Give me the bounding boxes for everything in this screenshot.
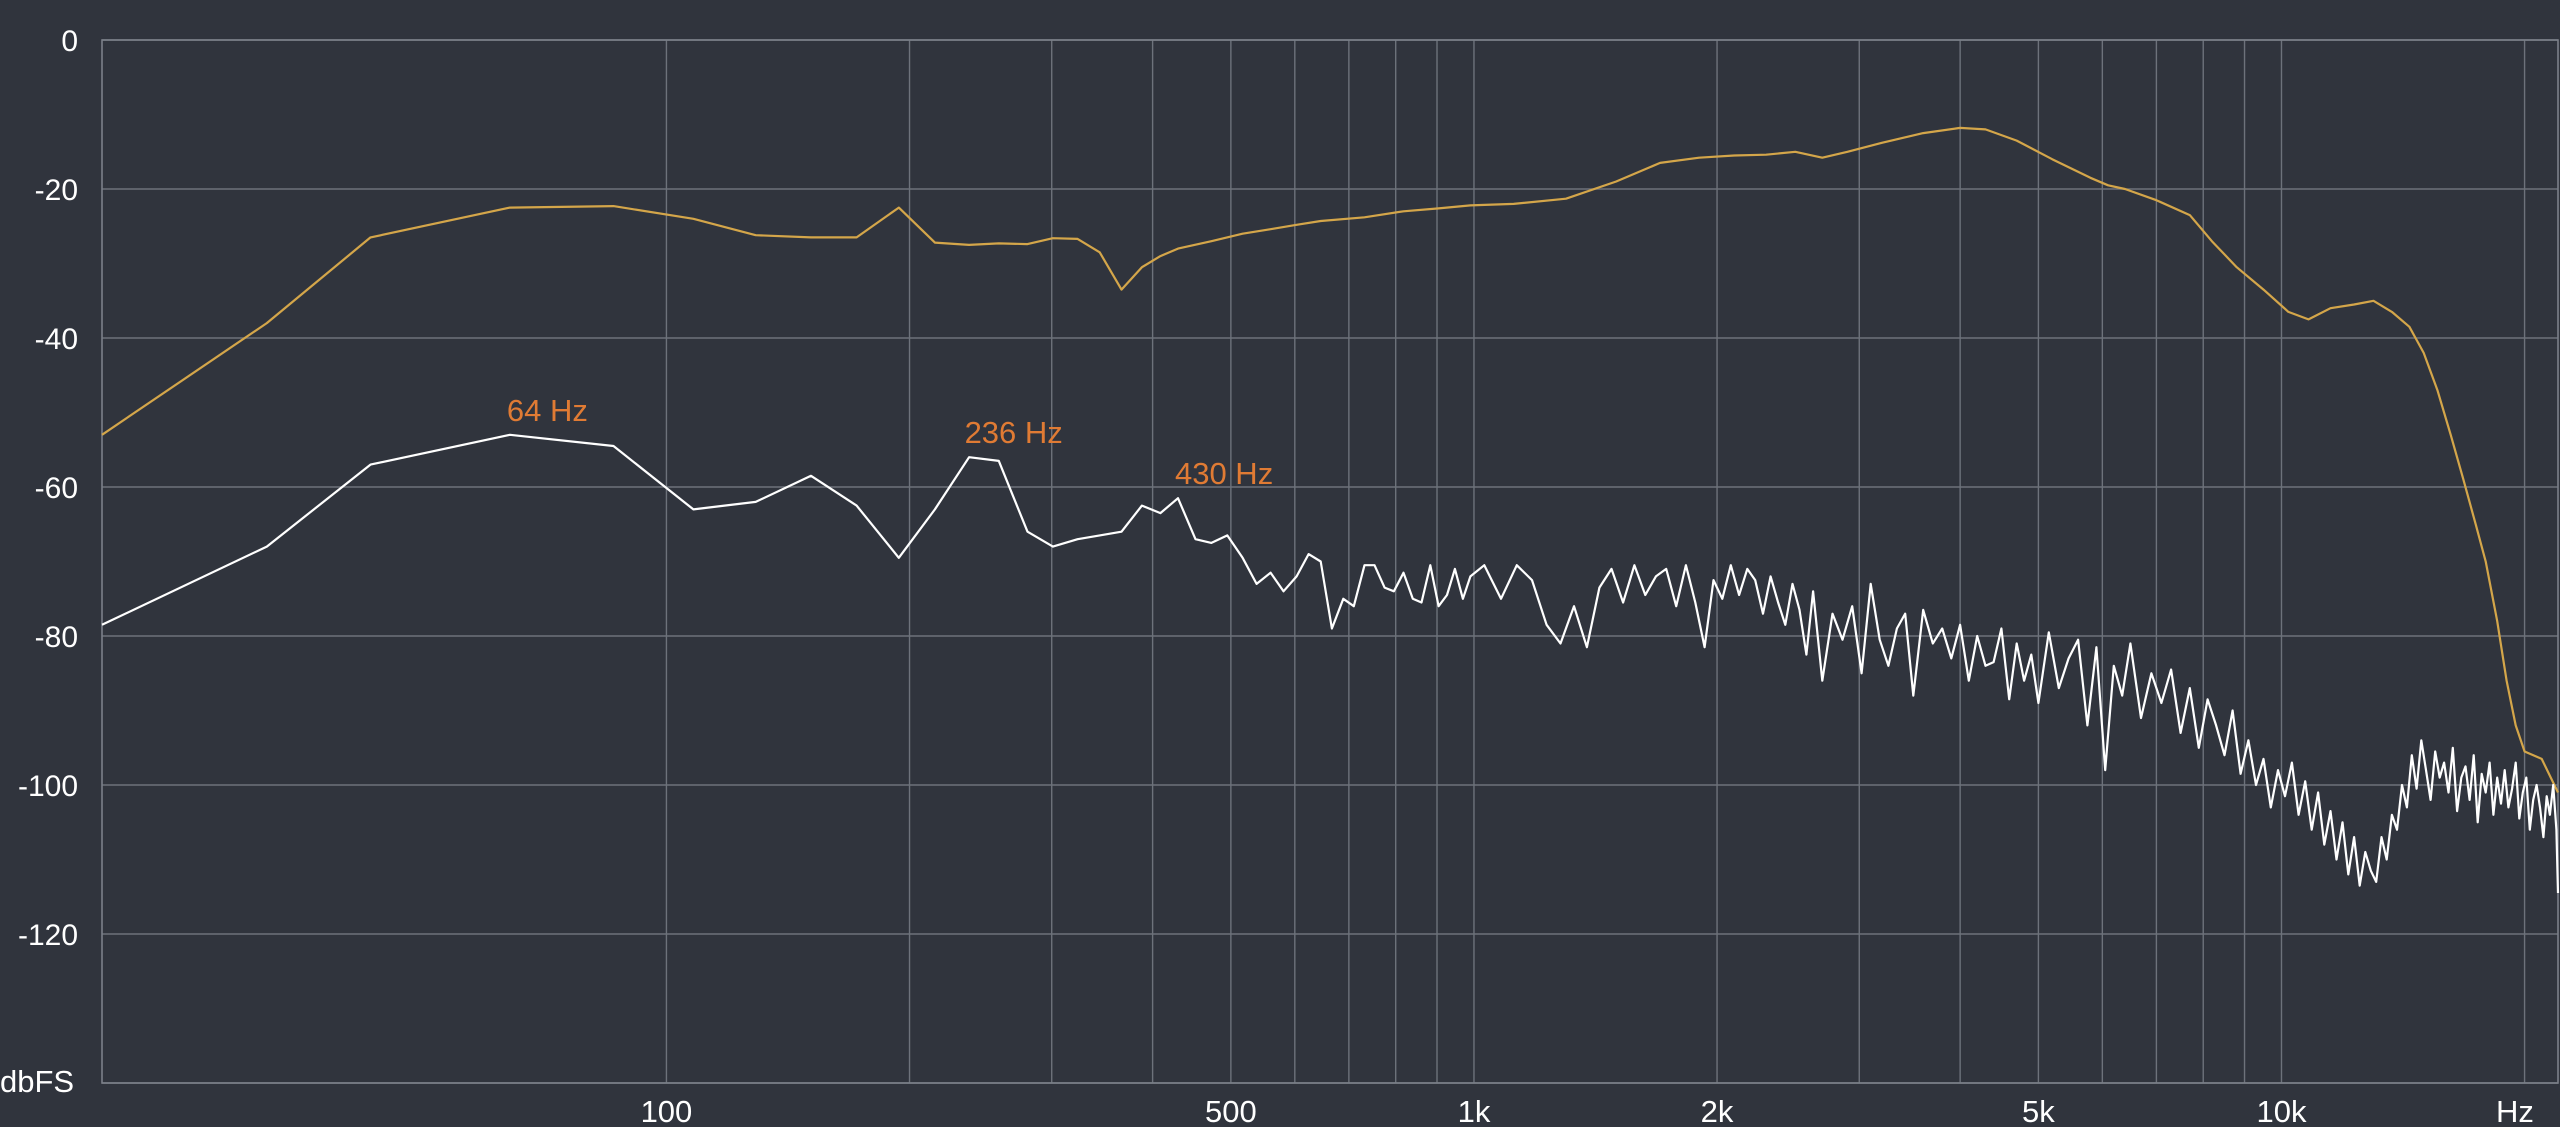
x-tick-label: 5k	[2022, 1094, 2055, 1127]
x-tick-label: 1k	[1458, 1094, 1491, 1127]
peak-annotations: 64 Hz 236 Hz 430 Hz	[507, 393, 1273, 491]
plot-frame	[101, 39, 2559, 1084]
x-axis-unit-label: Hz	[2496, 1094, 2534, 1127]
peak-label: 64 Hz	[507, 393, 588, 428]
y-tick-label: 0	[61, 25, 78, 58]
y-tick-label: -120	[18, 919, 78, 952]
x-tick-label: 2k	[1701, 1094, 1734, 1127]
y-tick-label: -80	[35, 621, 78, 654]
x-tick-label: 100	[641, 1094, 693, 1127]
y-axis-unit-label: dbFS	[0, 1064, 74, 1099]
peak-label: 236 Hz	[965, 415, 1063, 450]
y-tick-label: -40	[35, 323, 78, 356]
y-tick-label: -60	[35, 472, 78, 505]
y-axis-tick-labels: 0 -20 -40 -60 -80 -100 -120	[18, 25, 78, 952]
series-line-upper	[101, 126, 2559, 793]
x-tick-label: 10k	[2256, 1094, 2306, 1127]
y-tick-label: -20	[35, 174, 78, 207]
y-tick-label: -100	[18, 770, 78, 803]
x-tick-label: 500	[1205, 1094, 1257, 1127]
horizontal-gridlines	[102, 39, 2558, 1084]
series-line-lower	[101, 433, 2560, 894]
peak-label: 430 Hz	[1175, 456, 1273, 491]
series-layer	[101, 126, 2560, 894]
vertical-gridlines	[665, 40, 2526, 1083]
x-axis-tick-labels: 100 500 1k 2k 5k 10k	[641, 1094, 2307, 1127]
